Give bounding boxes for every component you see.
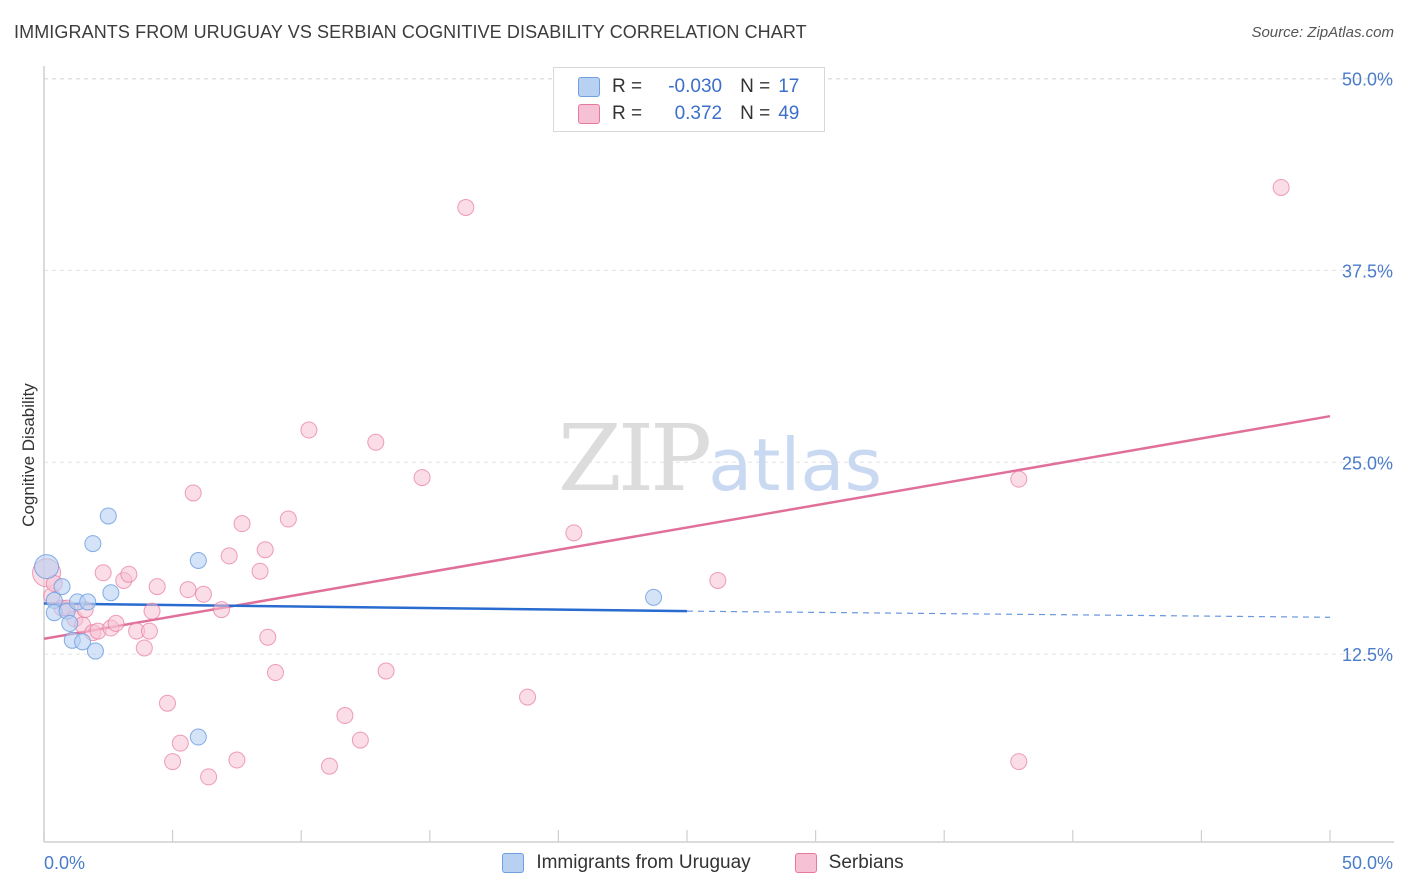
serbians-trend-line (43, 414, 1331, 641)
legend-r-value-2: 0.372 (674, 103, 723, 124)
serbians-point[interactable] (228, 751, 246, 769)
serbians-point[interactable] (135, 639, 153, 657)
uruguay-point[interactable] (79, 593, 97, 611)
serbians-point[interactable] (320, 757, 338, 775)
legend-n-value-2: 49 (778, 103, 800, 124)
uruguay-point[interactable] (74, 633, 92, 651)
uruguay-point[interactable] (61, 614, 79, 632)
serbians-point[interactable] (1010, 753, 1028, 771)
serbians-point[interactable] (1010, 470, 1028, 488)
uruguay-trend-extension (686, 610, 1331, 618)
source-label: Source: ZipAtlas.com (1251, 24, 1394, 41)
serbians-point[interactable] (259, 628, 277, 646)
x-tick-label-min: 0.0% (44, 853, 85, 873)
serbians-point[interactable] (140, 622, 158, 640)
legend-swatch-pink (578, 104, 600, 124)
serbians-point[interactable] (194, 585, 212, 603)
x-tick-labels: 0.0% 50.0% (44, 853, 1393, 873)
legend-n-label-1: N = (740, 76, 771, 97)
y-tick-labels: 12.5% 25.0% 37.5% 50.0% (1342, 70, 1393, 666)
serbians-point[interactable] (94, 564, 112, 582)
serbians-point[interactable] (300, 421, 318, 439)
serbians-point[interactable] (336, 707, 354, 725)
axes (43, 66, 1394, 843)
legend-r-label-1: R = (612, 76, 643, 97)
serbians-point[interactable] (120, 565, 138, 583)
serbians-point[interactable] (171, 734, 189, 752)
series-legend-uruguay[interactable]: Immigrants from Uruguay (502, 852, 751, 874)
y-tick-label: 12.5% (1342, 645, 1393, 665)
uruguay-trend-line (43, 602, 688, 613)
stats-legend: R = -0.030 N = 17 R = 0.372 N = 49 (553, 67, 825, 132)
serbians-point[interactable] (233, 515, 251, 533)
x-tick-label-max: 50.0% (1342, 853, 1393, 873)
chart-title: IMMIGRANTS FROM URUGUAY VS SERBIAN COGNI… (14, 22, 807, 42)
uruguay-point[interactable] (189, 728, 207, 746)
legend-n-value-1: 17 (778, 76, 800, 97)
serbians-point[interactable] (351, 731, 369, 749)
series-legend-serbians[interactable]: Serbians (794, 852, 904, 874)
uruguay-point[interactable] (189, 551, 207, 569)
series-swatch-blue (502, 853, 525, 873)
serbians-point[interactable] (367, 433, 385, 451)
series-swatch-pink (794, 853, 817, 873)
serbians-point[interactable] (457, 198, 475, 216)
serbians-point[interactable] (107, 614, 125, 632)
serbians-point[interactable] (377, 662, 395, 680)
serbians-point[interactable] (164, 753, 182, 771)
uruguay-point[interactable] (84, 535, 102, 553)
legend-swatch-blue (578, 77, 600, 97)
y-axis-label: Cognitive Disability (19, 383, 38, 527)
legend-row-serbians: R = 0.372 N = 49 (578, 101, 799, 127)
serbians-point[interactable] (1272, 178, 1290, 196)
serbians-point[interactable] (256, 541, 274, 559)
serbians-point[interactable] (179, 581, 197, 599)
y-tick-label: 25.0% (1342, 453, 1393, 473)
uruguay-point[interactable] (99, 507, 117, 525)
legend-r-label-2: R = (612, 103, 643, 124)
serbians-point[interactable] (565, 524, 583, 542)
uruguay-point[interactable] (86, 642, 104, 660)
legend-n-label-2: N = (740, 103, 771, 124)
serbians-point[interactable] (266, 664, 284, 682)
serbians-point[interactable] (220, 547, 238, 565)
serbians-point[interactable] (279, 510, 297, 528)
watermark-atlas: atlas (708, 423, 882, 507)
uruguay-point[interactable] (102, 584, 120, 602)
series-label-uruguay: Immigrants from Uruguay (536, 852, 751, 873)
serbians-point[interactable] (212, 601, 230, 619)
serbians-point[interactable] (709, 571, 727, 589)
series-label-serbians: Serbians (828, 852, 904, 873)
uruguay-points (34, 507, 663, 746)
serbians-point[interactable] (148, 578, 166, 596)
y-tick-label: 37.5% (1342, 261, 1393, 281)
y-tick-label: 50.0% (1342, 70, 1393, 90)
serbians-point[interactable] (200, 768, 218, 786)
serbians-point[interactable] (251, 562, 269, 580)
serbians-point[interactable] (158, 694, 176, 712)
series-legend: Immigrants from Uruguay Serbians (0, 852, 1406, 874)
uruguay-point[interactable] (645, 588, 663, 606)
serbians-point[interactable] (413, 469, 431, 487)
serbians-point[interactable] (519, 688, 537, 706)
gridlines (44, 78, 1394, 655)
watermark-zip: ZIP (558, 405, 709, 512)
serbians-point[interactable] (184, 484, 202, 502)
legend-r-value-1: -0.030 (668, 76, 723, 97)
uruguay-point[interactable] (34, 554, 60, 580)
watermark: ZIPatlas (558, 405, 882, 512)
serbians-point[interactable] (143, 602, 161, 620)
uruguay-point[interactable] (53, 578, 71, 596)
legend-row-uruguay: R = -0.030 N = 17 (578, 74, 799, 100)
